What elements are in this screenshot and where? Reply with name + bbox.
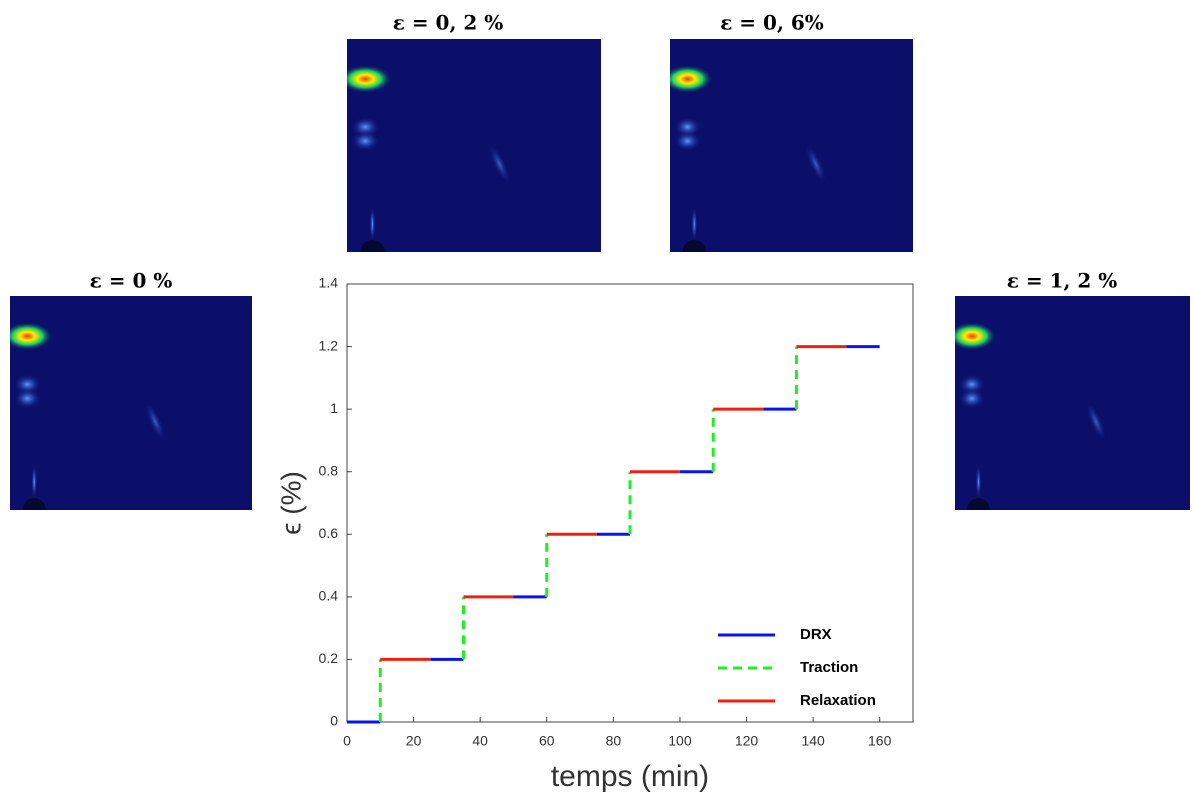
y-tick-label: 0.8 [319,462,339,478]
diffraction-image [10,296,252,510]
series-line [378,346,798,722]
y-tick-label: 1.4 [319,275,339,291]
y-tick-label: 0.6 [319,525,339,541]
legend-label: Relaxation [800,692,876,709]
diffraction-image [670,39,913,252]
image-caption: ε = 1, 2 % [1007,269,1118,293]
x-tick-label: 100 [668,733,692,749]
image-caption: ε = 0, 6% [720,11,824,35]
series-line [347,345,880,724]
x-tick-label: 160 [868,733,892,749]
series-line [380,345,847,661]
y-axis-label: ϵ (%) [275,471,306,535]
y-tick-label: 0.2 [319,650,339,666]
x-tick-label: 20 [406,733,422,749]
y-tick-label: 0 [330,713,338,729]
x-axis-label: temps (min) [551,760,709,793]
legend-label: DRX [800,626,832,643]
legend-label: Traction [800,659,858,676]
image-caption: ε = 0 % [90,269,173,293]
x-tick-label: 80 [606,733,622,749]
image-caption: ε = 0, 2 % [393,11,504,35]
y-tick-label: 0.4 [319,588,339,604]
x-tick-label: 40 [472,733,488,749]
x-tick-label: 60 [539,733,555,749]
x-tick-label: 0 [343,733,351,749]
diffraction-image [347,39,601,252]
x-tick-label: 140 [801,733,825,749]
y-tick-label: 1.2 [319,337,339,353]
x-tick-label: 120 [735,733,759,749]
y-tick-label: 1 [330,400,338,416]
diffraction-image [955,296,1190,510]
